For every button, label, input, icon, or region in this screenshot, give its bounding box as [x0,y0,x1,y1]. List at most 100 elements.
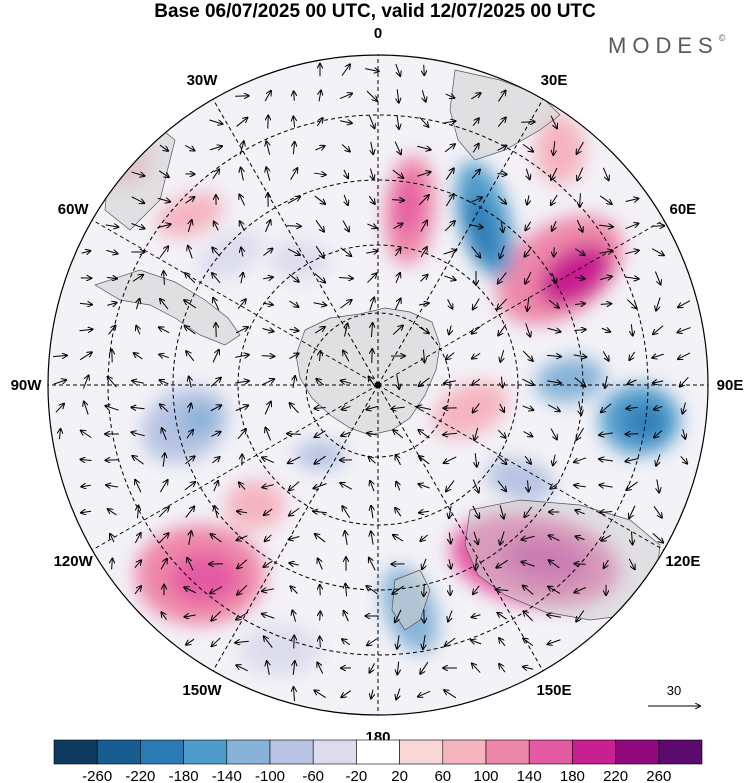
wind-vector [393,535,404,542]
meridian-line [377,219,665,386]
wind-vector [162,428,167,441]
wind-vector [397,115,399,129]
wind-vector [574,587,586,592]
wind-vector [446,352,455,360]
wind-vector [448,610,452,621]
wind-vector [423,349,424,363]
wind-vector [186,638,195,645]
colorbar-swatch [615,739,660,765]
wind-vector [105,460,119,461]
wind-vector [79,329,92,330]
wind-vector [497,613,507,620]
wind-vector [418,195,429,206]
wind-vector [418,690,431,696]
wind-vector [132,456,144,465]
anomaly-region [198,230,262,280]
wind-vector [132,381,144,384]
wind-vector [422,90,425,101]
wind-vector [214,222,219,231]
wind-vector [654,271,660,285]
wind-vector [344,611,349,622]
wind-vector [159,327,170,334]
colorbar-swatch [356,739,400,765]
wind-vector [472,378,481,385]
wind-vector [419,511,430,513]
wind-vector [341,144,350,151]
wind-vector [576,427,585,440]
colorbar-tick-label: 60 [434,768,451,783]
wind-vector [164,271,165,285]
wind-vector [653,506,662,517]
wind-vector [294,687,295,702]
wind-vector [600,304,612,305]
wind-vector [186,351,195,362]
wind-vector [395,455,401,466]
wind-vector [599,225,613,227]
wind-vector [473,298,480,310]
wind-vector [261,356,275,357]
wind-vector [319,91,321,102]
wind-vector [449,505,451,518]
wind-vector [184,300,197,309]
wind-vector [656,454,661,465]
wind-vector [160,404,169,413]
wind-vector [105,225,119,227]
longitude-label-60e: 60E [669,201,696,218]
wind-vector [629,351,636,360]
wind-vector [84,402,89,415]
wind-vector [185,144,194,150]
wind-vector [320,611,321,621]
longitude-label-0: 0 [374,25,382,42]
wind-vector [80,459,92,460]
wind-vector [293,376,295,389]
wind-vector [210,378,221,387]
wind-vector [552,221,556,230]
wind-vector [551,167,558,180]
map-boundary [47,54,709,716]
wind-vector [370,481,374,492]
wind-vector [602,167,608,180]
wind-vector [575,510,585,514]
wind-vector [159,533,168,544]
anomaly-region [539,244,611,306]
wind-vector [472,352,481,358]
modes-logo: MODES© [608,33,726,58]
wind-vector [473,531,478,544]
wind-vector [367,273,376,283]
wind-vector [107,303,116,306]
longitude-label-120w: 120W [54,553,94,570]
wind-vector [160,299,169,310]
wind-vector [287,434,301,435]
wind-vector [265,534,272,541]
longitude-label-90w: 90W [11,377,43,394]
anomaly-region [395,175,421,235]
colorbar-tick-label: 100 [473,768,498,783]
wind-vector [420,661,429,674]
wind-vector [265,428,272,441]
wind-vector [315,534,326,543]
wind-vector [235,96,248,97]
wind-vector [605,375,607,388]
colorbar-tick-label: -220 [125,768,155,783]
wind-vector [497,429,505,438]
wind-vector [369,298,374,311]
wind-vector [547,355,561,356]
wind-vector [472,479,478,493]
wind-vector [653,381,664,383]
wind-vector [523,586,534,595]
wind-vector [599,459,613,461]
wind-vector [131,171,145,176]
colorbar-swatch [442,739,487,765]
wind-vector [289,329,299,331]
wind-vector [212,637,221,646]
longitude-label-150e: 150E [536,682,571,699]
wind-vector [683,429,686,439]
wind-vector [424,583,425,596]
wind-vector [293,142,294,155]
anomaly-region [432,381,508,439]
colorbar-swatch [399,739,444,765]
wind-vector [316,118,322,127]
wind-vector [553,141,555,155]
wind-vector [340,121,352,123]
